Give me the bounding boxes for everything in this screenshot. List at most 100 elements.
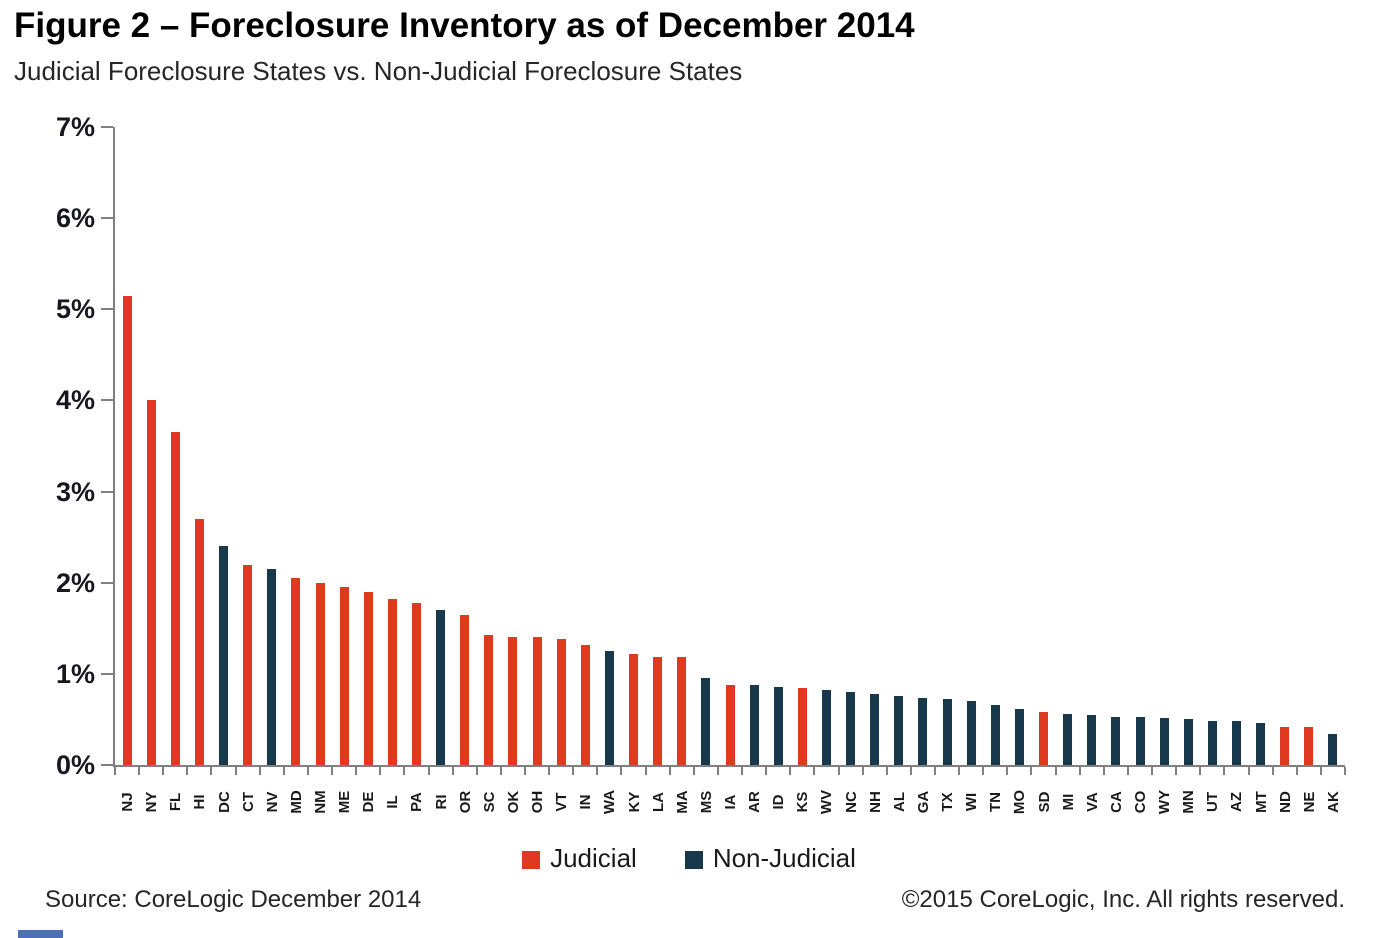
legend-label-non-judicial: Non-Judicial [712, 843, 856, 873]
x-axis-label: MS [697, 790, 715, 814]
x-axis-label: IL [383, 795, 401, 809]
bar [1231, 721, 1241, 765]
x-axis-tick [162, 767, 165, 775]
bar [170, 432, 180, 765]
bar [267, 569, 277, 765]
bar [532, 637, 542, 765]
x-axis-label: OR [456, 790, 474, 814]
x-axis-label: HI [190, 794, 208, 810]
chart-legend: Judicial Non-Judicial [0, 843, 1378, 874]
x-axis-tick [1078, 767, 1081, 775]
x-axis-label: FL [166, 792, 184, 812]
x-axis-tick [741, 767, 744, 775]
bar [1304, 726, 1314, 765]
x-axis-label: MN [1179, 790, 1197, 814]
y-axis-label: 7% [55, 112, 95, 142]
bar [291, 578, 301, 765]
bar [966, 701, 976, 765]
x-axis-label: DC [215, 791, 233, 813]
bar [580, 644, 590, 765]
source-note: Source: CoreLogic December 2014 [45, 886, 422, 913]
figure-title: Figure 2 – Foreclosure Inventory as of D… [14, 6, 915, 45]
y-axis-tick [101, 672, 113, 675]
x-axis-tick [138, 767, 141, 775]
legend-item-judicial: Judicial [522, 843, 637, 874]
bar [797, 687, 807, 765]
bar [870, 693, 880, 765]
x-axis-tick [837, 767, 840, 775]
bar [1014, 709, 1024, 765]
bar [339, 587, 349, 765]
x-axis-label: MA [673, 790, 691, 814]
figure-subtitle: Judicial Foreclosure States vs. Non-Judi… [14, 56, 743, 86]
x-axis-label: KS [793, 791, 811, 813]
y-axis-tick [101, 581, 113, 584]
x-axis-label: NJ [118, 792, 136, 812]
x-axis-tick [1247, 767, 1250, 775]
legend-item-non-judicial: Non-Judicial [684, 843, 856, 874]
x-axis-label: ND [1276, 791, 1294, 813]
y-axis-label: 4% [55, 385, 95, 416]
x-axis-label: NM [311, 790, 329, 814]
x-axis-tick [548, 767, 551, 775]
x-axis-tick [1295, 767, 1298, 775]
x-axis-tick [306, 767, 309, 775]
x-axis-tick [1054, 767, 1057, 775]
x-axis-label: ME [335, 790, 353, 814]
x-axis-label: VT [552, 792, 570, 812]
x-axis-tick [934, 767, 936, 775]
x-axis-label: CO [1131, 790, 1149, 814]
bar [363, 591, 373, 765]
y-axis-label: 0% [55, 750, 95, 780]
x-axis-label: WA [600, 789, 618, 815]
non-judicial-color-swatch [684, 850, 703, 869]
bar [821, 690, 831, 765]
x-axis-tick [765, 767, 768, 775]
bar [411, 602, 421, 765]
x-axis-label: MD [287, 790, 305, 814]
x-axis-tick [1319, 767, 1322, 775]
bar [846, 692, 856, 765]
x-axis-tick [282, 767, 285, 775]
bar [653, 657, 663, 765]
x-axis-tick [114, 767, 116, 775]
x-axis-tick [331, 767, 334, 775]
x-axis-tick [1030, 767, 1033, 775]
bar [773, 686, 783, 765]
x-axis-label: NE [1300, 791, 1318, 813]
x-axis-tick [524, 767, 526, 775]
bar [942, 699, 952, 765]
bar [1063, 713, 1073, 765]
page-corner-accent [18, 930, 63, 938]
bar [1207, 721, 1217, 765]
bar [146, 400, 156, 765]
x-axis-label: VA [1083, 792, 1101, 812]
x-axis-label: WY [1155, 789, 1173, 815]
x-axis-label: SC [480, 791, 498, 813]
x-axis-label: MT [1252, 791, 1270, 813]
x-axis-tick [596, 767, 599, 775]
x-axis-tick [1223, 767, 1226, 775]
bar-chart-plot-area: 7% 6% 5% 4% 3% 2% 1% 0% NJ NY FL HI DC CT NV MD NM ME DE IL… [56, 112, 1346, 814]
bar [1087, 714, 1097, 765]
x-axis-tick [789, 767, 792, 775]
y-axis-tick [101, 490, 113, 493]
bar [677, 657, 687, 765]
x-axis-tick [692, 767, 695, 775]
x-axis-tick [572, 767, 575, 775]
x-axis-tick [861, 767, 864, 775]
bar [725, 684, 735, 765]
x-axis-label: NV [263, 791, 281, 813]
x-axis-label: RI [432, 794, 450, 810]
x-axis-label: AR [745, 791, 763, 813]
y-axis-line [113, 127, 115, 767]
bar [460, 614, 470, 765]
x-axis-tick [475, 767, 478, 775]
x-axis-label: TN [986, 792, 1004, 812]
bar [122, 295, 132, 765]
x-axis-tick [716, 767, 719, 775]
x-axis-label: AK [1324, 791, 1342, 813]
y-axis-tick [101, 217, 113, 220]
x-axis-tick [234, 767, 237, 775]
y-axis-tick [101, 399, 113, 402]
